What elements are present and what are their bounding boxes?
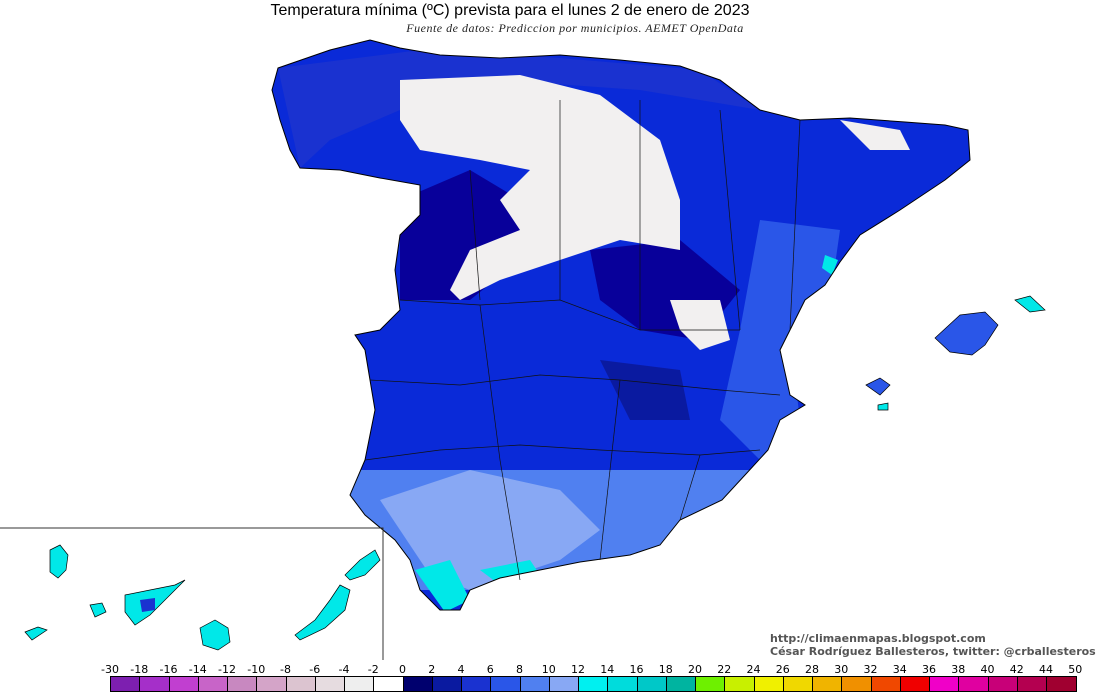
legend-swatch [900,677,930,691]
legend-swatch [111,677,141,691]
legend-tick-label: 26 [775,663,790,676]
legend-tick-label: -16 [159,663,178,676]
legend-swatch [286,677,316,691]
legend-tick-label: 2 [428,663,436,676]
zone-east-coast [720,220,840,460]
teide-peak [140,598,155,612]
legend-swatch [520,677,550,691]
legend-swatch [666,677,696,691]
legend-tick-label: 42 [1009,663,1024,676]
legend-swatch [140,677,170,691]
legend-tick-label: 14 [600,663,615,676]
legend-tick-label: -4 [338,663,350,676]
legend-swatch [725,677,755,691]
legend-tick-label: 44 [1039,663,1053,676]
legend-swatch [842,677,872,691]
legend-tick-label: 18 [658,663,673,676]
legend-tick-label: -6 [309,663,321,676]
province-boundaries [364,100,801,581]
legend-swatch [432,677,462,691]
legend-tick-label: -30 [101,663,119,676]
legend-swatch [871,677,901,691]
legend-tick-label: 22 [717,663,732,676]
legend-swatch [403,677,433,691]
legend-swatch [1017,677,1047,691]
el-hierro [24,626,48,641]
fuerteventura [294,584,351,641]
legend-swatch [579,677,609,691]
legend-tick-label: -18 [130,663,149,676]
legend-tick-label: 8 [516,663,523,676]
legend-tick-label: 32 [863,663,878,676]
legend-swatch [345,677,375,691]
legend-tick-label: 38 [951,663,966,676]
zone-cuenca-snow [670,300,730,350]
legend-tick-label: 30 [834,663,849,676]
legend-tick-label: 10 [541,663,556,676]
zone-guadalquivir [380,470,600,590]
canary-islands-inset [0,527,384,660]
legend-tick-label: -10 [247,663,266,676]
map-subtitle: Fuente de datos: Prediccion por municipi… [406,21,744,35]
balearic-islands [865,295,1046,411]
la-palma [49,544,69,579]
legend-swatch [930,677,960,691]
legend-swatch [169,677,199,691]
legend-tick-label: 0 [399,663,406,676]
legend-tick-label: 40 [980,663,995,676]
legend-tick-label: 34 [892,663,907,676]
legend-swatch [374,677,404,691]
gomera [89,602,107,618]
legend-labels: -30 -18 -16 -14 -12 -10 -8 -6 -4 -2 0 2 4 6 8 10 12 14 16 1… [0,663,1098,677]
lanzarote [344,549,381,581]
zone-north-coast [278,50,760,168]
ibiza [865,377,891,396]
legend-tick-label: -8 [280,663,291,676]
legend-swatch [257,677,287,691]
legend-tick-label: 4 [457,663,465,676]
legend-tick-label: 28 [805,663,819,676]
zone-castellon-warm [822,255,838,275]
legend-tick-label: 12 [571,663,585,676]
mallorca [934,311,999,356]
legend-swatch [813,677,843,691]
legend-tick-label: 50 [1068,663,1083,676]
map-title: Temperatura mínima (ºC) prevista para el… [270,2,750,19]
legend-swatch [198,677,228,691]
legend-swatch [1047,677,1077,691]
temperature-map [0,39,1046,660]
credit-url: http://climaenmapas.blogspot.com [770,632,986,645]
legend-swatch [959,677,989,691]
legend-tick-label: 24 [746,663,761,676]
formentera [877,402,889,411]
zone-lamancha-deep [600,360,690,420]
legend-tick-label: 6 [486,663,494,676]
legend-swatch [315,677,345,691]
legend-color-bar [110,676,1078,692]
credit-author: César Rodríguez Ballesteros, twitter: @c… [770,645,1096,658]
legend-swatch [988,677,1018,691]
legend-tick-label: -12 [218,663,236,676]
menorca [1014,295,1046,313]
zone-pyrenees-snow [840,120,910,150]
iberian-peninsula [271,39,971,611]
zone-cadiz-warm [415,560,470,610]
inset-frame [0,527,384,660]
legend-swatch [608,677,638,691]
legend-swatch [637,677,667,691]
legend-tick-label: 16 [629,663,644,676]
legend-swatch [783,677,813,691]
legend-swatch [549,677,579,691]
legend-swatch [228,677,258,691]
legend-swatch [462,677,492,691]
gran-canaria [199,619,231,651]
legend-tick-label: -14 [188,663,207,676]
legend-tick-label: 20 [688,663,702,676]
legend-tick-label: 36 [922,663,936,676]
zone-meseta-snow [400,75,680,300]
legend-swatch [696,677,726,691]
legend-swatch [754,677,784,691]
legend-tick-label: -2 [367,663,379,676]
legend-swatch [491,677,521,691]
